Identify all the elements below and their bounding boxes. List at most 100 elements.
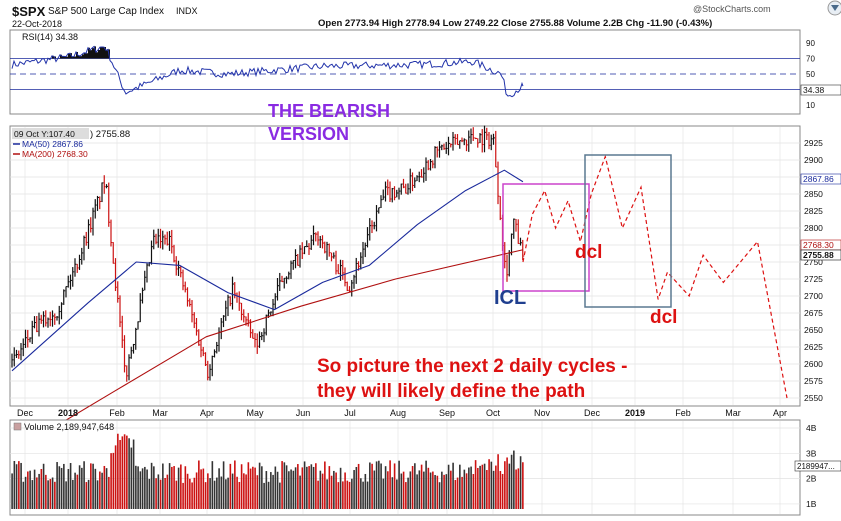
- rsi-tick-90: 90: [806, 39, 815, 48]
- volume-bar: [38, 473, 40, 509]
- rsi-panel: [9, 29, 801, 115]
- volume-bar: [434, 474, 436, 509]
- price-tick-label: 2925: [804, 138, 823, 148]
- volume-bar: [310, 464, 313, 509]
- volume-bar: [405, 482, 407, 509]
- ma50-tag: 2867.86: [800, 173, 841, 185]
- volume-bar: [299, 475, 301, 509]
- volume-bar: [330, 475, 333, 509]
- volume-bar: [506, 457, 508, 509]
- volume-bar: [407, 477, 409, 509]
- volume-bar: [391, 477, 394, 509]
- volume-bar: [94, 468, 97, 509]
- volume-bar: [24, 476, 27, 509]
- volume-bar: [402, 471, 405, 509]
- projection-line: [522, 154, 788, 399]
- volume-bar: [321, 473, 324, 509]
- volume-bar: [342, 481, 344, 509]
- volume-last-tag: 2189947...: [797, 462, 835, 471]
- volume-label: Volume 2,189,947,648: [24, 422, 114, 432]
- volume-bar: [245, 474, 247, 509]
- price-tick-label: 2725: [804, 274, 823, 284]
- volume-bar: [78, 465, 81, 509]
- volume-bar: [83, 461, 85, 509]
- volume-bar: [36, 477, 38, 509]
- volume-bar: [263, 482, 265, 509]
- svg-text:2768.30: 2768.30: [803, 240, 834, 250]
- volume-bar: [292, 470, 295, 509]
- volume-bar: [90, 463, 92, 509]
- volume-bar: [137, 466, 139, 509]
- volume-bar: [373, 470, 376, 509]
- volume-bar: [141, 468, 144, 509]
- price-tick-label: 2600: [804, 359, 823, 369]
- volume-bar: [481, 464, 484, 509]
- rsi-label: RSI(14) 34.38: [22, 32, 78, 42]
- close-tag: 2755.88: [800, 249, 841, 261]
- volume-bar: [101, 472, 103, 509]
- volume-bar: [180, 464, 182, 509]
- x-tick-label: Nov: [534, 408, 551, 418]
- volume-last-tag-bg: [794, 460, 841, 472]
- volume-bar: [522, 462, 524, 509]
- volume-bar: [207, 473, 209, 509]
- volume-bar: [495, 465, 497, 509]
- volume-bar: [202, 468, 205, 509]
- volume-bar: [222, 461, 225, 509]
- price-tick-label: 2800: [804, 223, 823, 233]
- down-triangle-icon[interactable]: [827, 0, 841, 16]
- price-panel: [9, 125, 801, 407]
- price-tick-label: 2575: [804, 376, 823, 386]
- volume-bar: [243, 473, 245, 509]
- volume-bar: [337, 482, 340, 509]
- volume-bar: [96, 480, 99, 509]
- volume-bar: [114, 445, 117, 509]
- volume-bar: [450, 470, 452, 509]
- volume-bar: [454, 480, 457, 509]
- volume-bar: [384, 466, 387, 509]
- volume-bar: [353, 470, 355, 509]
- rsi-grid: [10, 58, 800, 90]
- volume-bar: [409, 471, 412, 509]
- volume-bar: [135, 465, 137, 509]
- volume-bar: [191, 482, 193, 509]
- volume-bar: [184, 466, 187, 509]
- volume-bar: [47, 480, 49, 509]
- volume-bar: [193, 477, 196, 509]
- quote-line: Open 2773.94 High 2778.94 Low 2749.22 Cl…: [318, 18, 712, 29]
- volume-bar: [110, 453, 112, 509]
- volume-bar: [436, 475, 439, 509]
- volume-bar: [198, 460, 200, 509]
- volume-bar: [351, 478, 353, 509]
- volume-bar: [166, 474, 169, 509]
- volume-bar: [483, 463, 486, 509]
- volume-bar: [294, 467, 297, 509]
- volume-bar: [92, 463, 94, 509]
- volume-tick-label: 3B: [806, 448, 817, 458]
- volume-bar: [270, 472, 272, 509]
- volume-bar: [375, 461, 378, 509]
- volume-bar: [195, 472, 198, 509]
- volume-bar: [27, 471, 29, 509]
- volume-bar: [186, 473, 189, 509]
- volume-bar: [364, 473, 367, 509]
- rsi-axis: 9070503010: [806, 39, 815, 110]
- price-tick-label: 2750: [804, 257, 823, 267]
- volume-bar: [389, 460, 391, 509]
- volume-bar: [423, 471, 425, 509]
- bearish-line-1: THE BEARISH: [268, 101, 391, 121]
- volume-bar: [281, 461, 283, 509]
- volume-bar: [121, 436, 124, 509]
- volume-bar: [15, 464, 18, 509]
- volume-bar: [303, 461, 306, 509]
- volume-bar: [499, 470, 502, 509]
- volume-bar: [456, 477, 459, 509]
- volume-bar: [490, 461, 493, 509]
- volume-bar: [301, 467, 304, 509]
- volume-bar: [369, 462, 371, 509]
- volume-bar: [31, 480, 34, 509]
- rsi-tick-10: 10: [806, 101, 815, 110]
- volume-bar: [139, 471, 142, 509]
- volume-bar: [132, 439, 135, 509]
- price-date-box: [12, 128, 89, 139]
